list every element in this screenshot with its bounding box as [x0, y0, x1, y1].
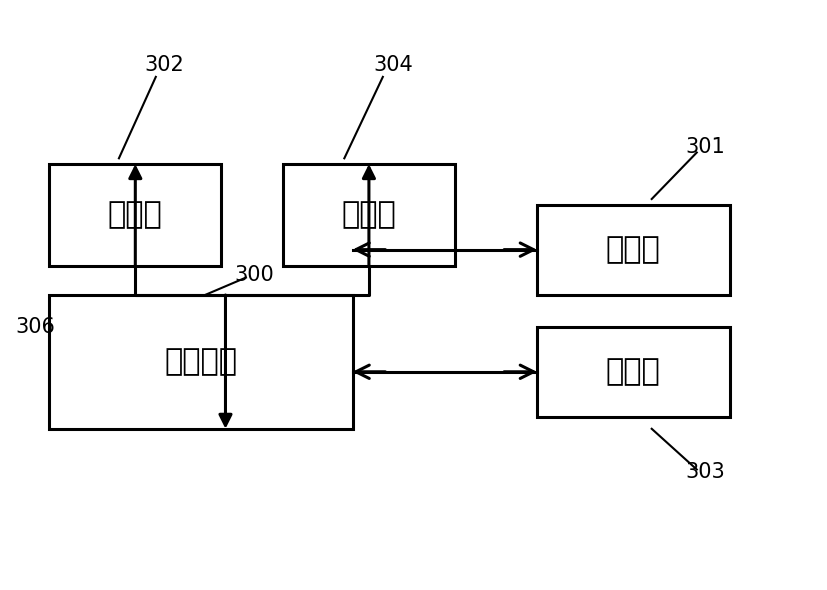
Text: 存储器: 存储器: [341, 201, 396, 230]
Text: 306: 306: [16, 317, 55, 337]
Text: 302: 302: [144, 55, 184, 76]
Text: 发送器: 发送器: [605, 358, 660, 386]
Bar: [283, 164, 454, 266]
Bar: [49, 164, 221, 266]
Text: 304: 304: [373, 55, 413, 76]
Text: 接收器: 接收器: [605, 235, 660, 264]
Text: 301: 301: [684, 137, 724, 157]
Text: 300: 300: [234, 265, 274, 284]
Text: 303: 303: [684, 463, 724, 483]
Bar: [49, 295, 352, 429]
Bar: [536, 327, 729, 417]
Text: 总线接口: 总线接口: [165, 348, 237, 376]
Text: 处理器: 处理器: [108, 201, 162, 230]
Bar: [536, 205, 729, 295]
